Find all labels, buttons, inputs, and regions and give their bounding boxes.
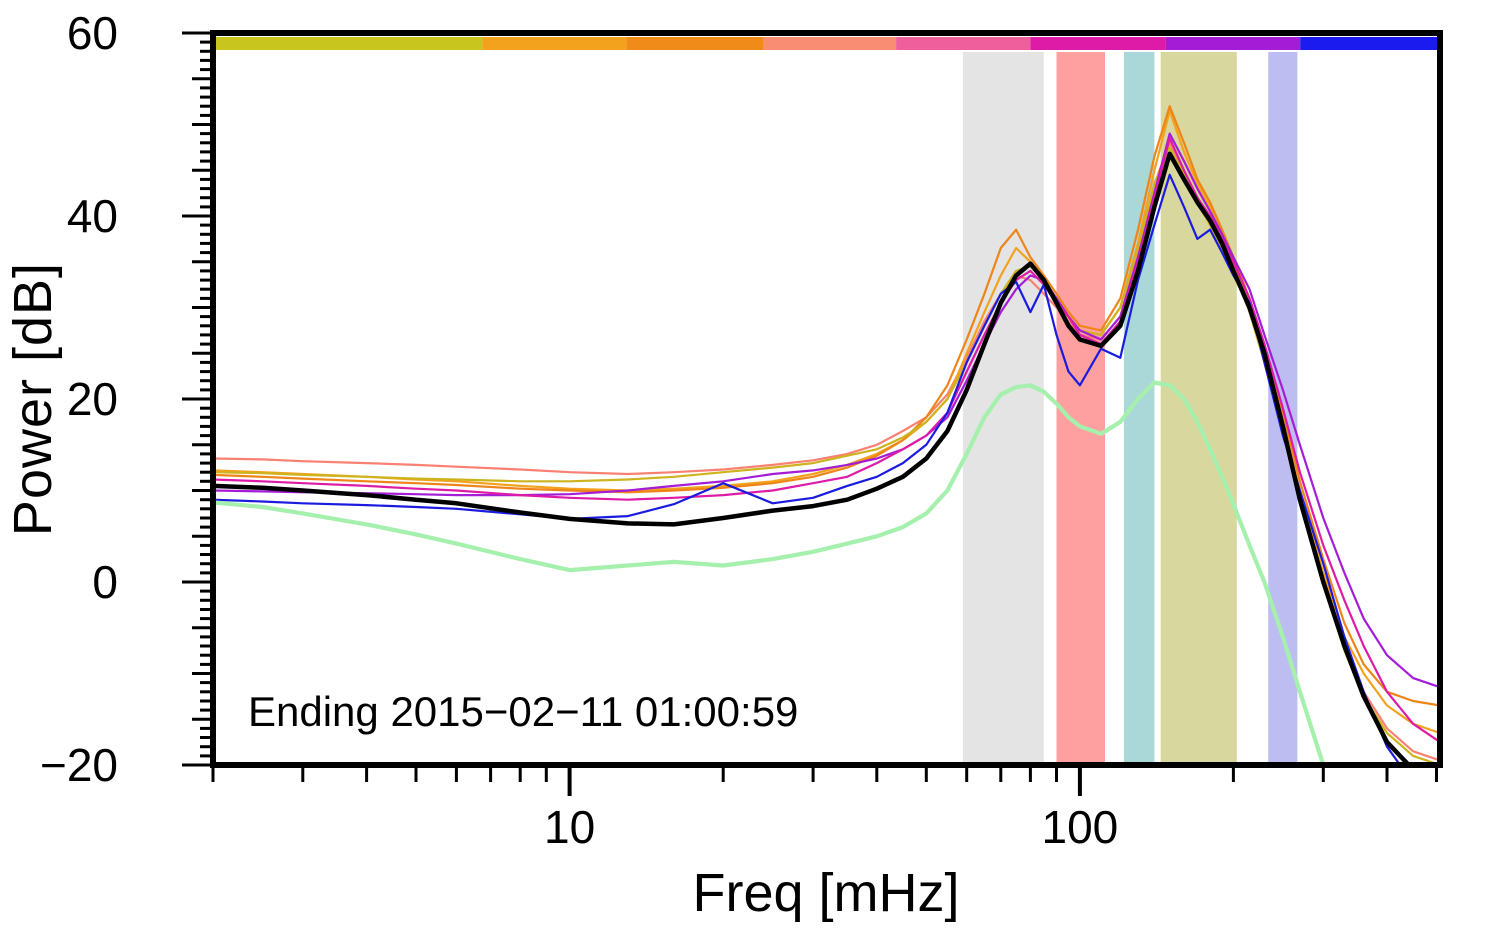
band-red: [1056, 52, 1105, 762]
time-colorbar-segment: [896, 37, 1031, 50]
band-gray: [962, 52, 1044, 762]
time-colorbar-segment: [482, 37, 627, 50]
x-axis-ticks: [211, 768, 1438, 796]
trace-magenta: [213, 137, 1440, 744]
time-colorbar-segment: [763, 37, 897, 50]
time-colorbar-segment: [1300, 37, 1437, 50]
x-tick-label: 100: [1042, 801, 1119, 853]
y-tick-label: −20: [40, 739, 118, 791]
ending-time-annotation: Ending 2015−02−11 01:00:59: [248, 688, 799, 735]
trace-orange-dark: [213, 105, 1440, 707]
y-tick-label: 0: [92, 556, 118, 608]
band-olive: [1160, 52, 1237, 762]
trace-black-mean: [213, 151, 1412, 765]
trace-gold: [213, 146, 1440, 765]
plot-frame: [210, 30, 1443, 768]
time-colorbar-segment: [1030, 37, 1166, 50]
tick-labels: −20 0 20 40 60 10 100: [40, 7, 1118, 853]
x-axis-title: Freq [mHz]: [692, 863, 960, 923]
y-axis-ticks: [182, 31, 210, 767]
y-tick-label: 40: [67, 190, 118, 242]
y-tick-label: 60: [67, 7, 118, 59]
trace-orange-light: [213, 109, 1440, 735]
trace-green-mean: [213, 380, 1326, 765]
time-colorbar: [216, 37, 1437, 50]
series-lines: [213, 105, 1440, 765]
band-teal: [1123, 52, 1155, 762]
y-tick-label: 20: [67, 373, 118, 425]
trace-purple: [213, 132, 1440, 689]
time-colorbar-segment: [626, 37, 764, 50]
time-colorbar-segment: [1165, 37, 1301, 50]
x-tick-label: 10: [544, 801, 595, 853]
time-colorbar-segment: [216, 37, 483, 50]
trace-salmon: [213, 141, 1440, 762]
y-axis-title: Power [dB]: [3, 261, 63, 537]
